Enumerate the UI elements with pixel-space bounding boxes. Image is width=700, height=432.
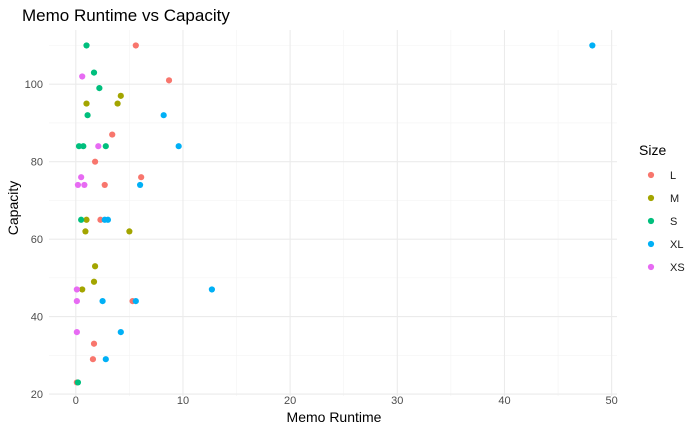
- legend-key-xl: [647, 240, 655, 248]
- data-point-xs: [74, 181, 82, 189]
- data-point-xl: [160, 112, 167, 119]
- y-axis-ticks: 20 40 60 80 100: [25, 79, 43, 401]
- data-point-xl: [132, 298, 139, 305]
- data-point-xl: [104, 216, 112, 223]
- y-tick-label: 20: [31, 389, 43, 401]
- data-point-m: [117, 92, 124, 99]
- data-point-xl: [589, 42, 596, 49]
- x-tick-label: 10: [177, 395, 189, 407]
- y-tick-label: 60: [31, 234, 43, 246]
- x-axis-title: Memo Runtime: [287, 409, 382, 425]
- y-tick-label: 40: [31, 312, 43, 324]
- data-point-m: [79, 286, 86, 293]
- data-point-xl: [102, 356, 109, 363]
- data-point-xl: [208, 286, 215, 293]
- data-point-s: [102, 143, 109, 150]
- data-point-l: [101, 181, 108, 189]
- x-tick-label: 0: [73, 395, 79, 407]
- legend-label-l: L: [670, 170, 676, 182]
- data-point-l: [165, 77, 173, 84]
- data-point-xs: [81, 181, 88, 189]
- data-point-xs: [73, 298, 80, 305]
- plot-grid: [49, 30, 617, 396]
- legend-title: Size: [639, 142, 666, 158]
- data-point-m: [91, 263, 99, 270]
- data-point-l: [90, 340, 98, 347]
- data-point-s: [84, 112, 91, 119]
- data-point-xl: [175, 143, 182, 150]
- y-tick-label: 80: [31, 157, 43, 169]
- x-tick-label: 50: [606, 395, 618, 407]
- legend: Size LMS XL XS: [639, 142, 685, 274]
- data-point-m: [83, 100, 90, 107]
- data-point-l: [91, 158, 99, 165]
- legend-label-xl: XL: [670, 239, 683, 251]
- data-point-xs: [73, 286, 80, 293]
- data-point-m: [114, 100, 121, 107]
- y-tick-label: 100: [25, 79, 43, 91]
- data-point-m: [82, 228, 89, 235]
- legend-key-m: [647, 194, 655, 202]
- legend-key-s: [647, 217, 655, 225]
- data-point-xs: [79, 73, 86, 80]
- legend-key-xs: [647, 263, 655, 271]
- data-point-xs: [95, 143, 102, 150]
- data-point-m: [83, 216, 90, 223]
- data-point-s: [90, 69, 98, 76]
- data-point-xl: [99, 298, 106, 305]
- data-point-xl: [136, 181, 144, 189]
- data-point-l: [109, 131, 116, 138]
- data-point-s: [75, 143, 83, 150]
- data-point-xs: [78, 174, 85, 181]
- data-point-s: [78, 216, 85, 223]
- data-point-s: [74, 379, 82, 386]
- data-points: [73, 42, 596, 386]
- legend-label-m: M: [670, 193, 679, 205]
- data-point-xs: [73, 328, 80, 336]
- x-axis-ticks: 0 10 20 30 40 50: [73, 395, 618, 407]
- legend-label-xs: XS: [670, 262, 685, 274]
- chart-title: Memo Runtime vs Capacity: [22, 6, 230, 25]
- data-point-m: [126, 228, 133, 235]
- data-point-l: [132, 42, 139, 49]
- x-tick-label: 40: [498, 395, 510, 407]
- data-point-l: [97, 216, 104, 223]
- data-point-l: [138, 174, 145, 181]
- data-point-xl: [117, 328, 124, 336]
- data-point-m: [90, 278, 98, 285]
- data-point-l: [89, 356, 97, 363]
- x-tick-label: 30: [391, 395, 403, 407]
- data-point-s: [83, 42, 90, 49]
- legend-key-l: [647, 171, 655, 179]
- data-point-s: [80, 143, 87, 150]
- data-point-s: [96, 84, 103, 92]
- x-tick-label: 20: [284, 395, 296, 407]
- legend-label-s: S: [670, 216, 677, 228]
- y-axis-title: Capacity: [5, 181, 21, 235]
